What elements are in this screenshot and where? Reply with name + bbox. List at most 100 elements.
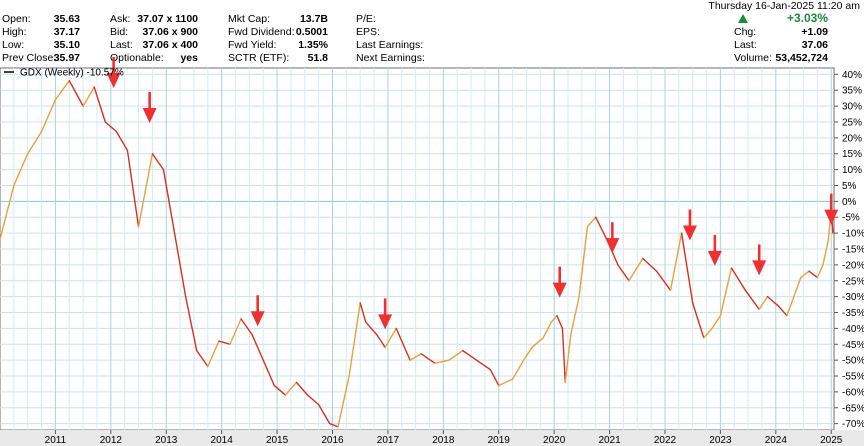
low-label: Low:: [2, 39, 25, 51]
y-tick-label: -70%: [842, 419, 864, 430]
price-segment: [628, 257, 644, 282]
price-segment: [348, 302, 361, 377]
open-label: Open:: [2, 13, 31, 25]
y-tick-label: 0%: [842, 197, 857, 208]
ask-value: 37.07 x 1100: [137, 13, 198, 25]
y-tick-label: -25%: [842, 276, 864, 287]
price-segment: [54, 80, 70, 101]
y-tick-label: -40%: [842, 324, 864, 335]
price-segment: [306, 394, 320, 406]
price-segment: [730, 267, 747, 291]
price-segment: [669, 232, 683, 291]
y-tick-label: -35%: [842, 308, 864, 319]
annotation-arrow-head: [250, 311, 265, 327]
x-tick-label: 2024: [765, 435, 788, 446]
price-segment: [207, 340, 220, 368]
price-segment: [93, 86, 106, 123]
change-percent: +3.03%: [786, 11, 828, 25]
price-segment: [104, 121, 118, 133]
legend-label: GDX (Weekly) -10.57%: [20, 68, 124, 79]
pe-label: P/E:: [356, 13, 376, 25]
price-segment: [40, 99, 57, 133]
price-segment: [462, 349, 478, 361]
price-segment: [777, 305, 788, 317]
price-segment: [522, 346, 533, 361]
y-tick-label: -5%: [842, 213, 860, 224]
price-segment: [126, 149, 140, 228]
price-segment: [800, 270, 810, 279]
price-segment: [542, 321, 553, 339]
price-segment: [173, 232, 187, 298]
last-price-value: 37.06: [801, 39, 828, 51]
price-segment: [295, 381, 309, 396]
y-tick-label: -60%: [842, 387, 864, 398]
price-segment: [595, 216, 608, 241]
price-segment: [786, 276, 802, 317]
price-segment: [184, 295, 198, 352]
date-time: Thursday 16-Jan-2025 11:20 am: [708, 0, 860, 12]
price-segment: [317, 403, 331, 425]
price-segment: [329, 422, 339, 428]
y-tick-label: -55%: [842, 372, 864, 383]
x-axis-band: [0, 430, 864, 446]
y-tick-label: -30%: [842, 292, 864, 303]
eps-label: EPS:: [356, 26, 380, 38]
price-segment: [240, 318, 253, 336]
price-segment: [27, 130, 43, 155]
price-segment: [434, 359, 450, 365]
price-segment: [151, 153, 165, 171]
last-trade-label: Last:: [110, 39, 133, 51]
price-segment: [475, 359, 492, 371]
annotation-arrow-head: [106, 73, 121, 89]
price-segment: [448, 349, 464, 361]
price-segment: [489, 368, 500, 387]
price-segment: [556, 314, 564, 330]
y-tick-label: 5%: [842, 181, 857, 192]
price-segment: [642, 257, 658, 272]
y-tick-label: -15%: [842, 245, 864, 256]
x-tick-label: 2012: [100, 435, 123, 446]
fwd-yield-value: 1.35%: [298, 39, 328, 51]
price-segment: [711, 314, 722, 330]
price-segment: [570, 295, 580, 336]
price-segment: [359, 302, 367, 323]
price-segment: [744, 289, 760, 311]
price-segment: [822, 238, 830, 266]
volume-value: 53,452,724: [775, 52, 828, 64]
mkt-cap-label: Mkt Cap:: [228, 13, 271, 25]
y-tick-label: 20%: [842, 133, 862, 144]
price-segment: [511, 359, 525, 380]
annotation-arrow-head: [707, 250, 722, 266]
last-trade-value: 37.06 x 400: [142, 39, 198, 51]
price-segment: [691, 302, 705, 339]
price-segment: [719, 267, 733, 317]
price-segment: [395, 327, 411, 361]
y-tick-label: 25%: [842, 117, 862, 128]
mkt-cap-value: 13.7B: [299, 13, 328, 25]
price-segment: [561, 327, 566, 384]
bid-value: 37.06 x 900: [142, 26, 198, 38]
y-tick-label: -45%: [842, 340, 864, 351]
price-segment: [229, 318, 242, 345]
annotation-arrow-head: [824, 209, 839, 225]
price-segment: [586, 216, 597, 228]
x-tick-label: 2011: [45, 435, 67, 446]
price-segment: [498, 378, 514, 387]
next-earnings-label: Next Earnings:: [356, 52, 425, 64]
price-segment: [766, 295, 780, 307]
price-segment: [115, 130, 129, 152]
annotation-arrow-head: [752, 260, 767, 276]
y-tick-label: 30%: [842, 102, 862, 113]
fwd-dividend-value: 0.5001: [295, 26, 328, 38]
y-tick-label: -65%: [842, 403, 864, 414]
y-tick-label: 15%: [842, 149, 862, 160]
x-tick-label: 2021: [598, 435, 621, 446]
price-segment: [703, 327, 713, 339]
x-tick-label: 2025: [820, 435, 843, 446]
optionable-value: yes: [180, 52, 198, 64]
annotation-arrow-head: [552, 282, 567, 298]
y-tick-label: 35%: [842, 86, 862, 97]
price-segment: [337, 375, 350, 428]
last-earnings-label: Last Earnings:: [356, 39, 424, 51]
